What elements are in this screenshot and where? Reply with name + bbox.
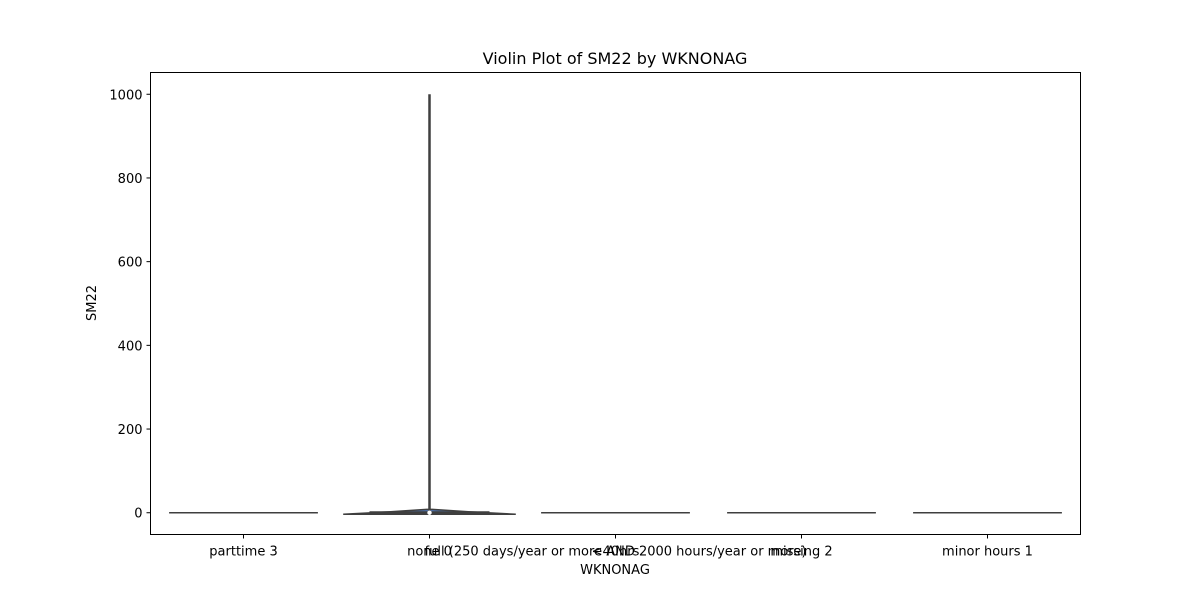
x-tick-label: full (250 days/year or more AND 2000 hou… — [425, 545, 807, 560]
violins-layer — [169, 94, 1062, 515]
y-tick-label: 800 — [118, 172, 143, 187]
y-axis-label: SM22 — [85, 285, 100, 321]
chart-title: Violin Plot of SM22 by WKNONAG — [483, 49, 748, 68]
y-tick-label: 200 — [118, 423, 143, 438]
x-tick-label: minor hours 1 — [942, 545, 1033, 560]
y-tick-label: 1000 — [109, 88, 142, 103]
y-tick-label: 0 — [134, 507, 142, 522]
x-tick-label: <40hrs — [592, 545, 640, 560]
x-tick-label: missing 2 — [770, 545, 832, 560]
plot-frame — [150, 72, 1081, 535]
x-tick-label: none 0 — [407, 545, 452, 560]
y-tick-label: 400 — [118, 339, 143, 354]
x-axis-label: WKNONAG — [580, 563, 650, 578]
x-tick-label: parttime 3 — [209, 545, 277, 560]
violin-median — [427, 510, 432, 515]
y-tick-label: 600 — [118, 256, 143, 271]
ticks-layer: 0 200 400 600 800 1000 parttime 3 none 0 <40hrsf… — [109, 88, 1033, 559]
